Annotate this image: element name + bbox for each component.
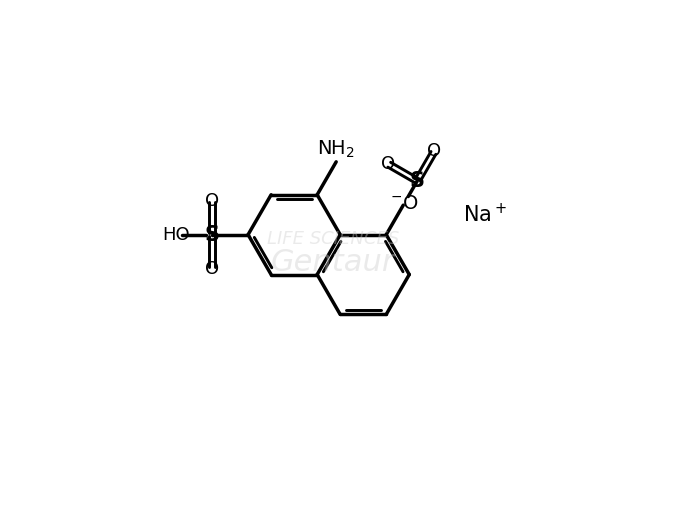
Text: S: S bbox=[410, 171, 425, 191]
Text: S: S bbox=[205, 225, 219, 244]
Text: Na$^+$: Na$^+$ bbox=[463, 203, 507, 226]
Text: $^{-}$O: $^{-}$O bbox=[390, 194, 418, 213]
Text: LIFE SCIENCES: LIFE SCIENCES bbox=[267, 229, 399, 248]
Text: NH$_2$: NH$_2$ bbox=[317, 139, 355, 160]
Text: O: O bbox=[381, 155, 395, 173]
Text: O: O bbox=[427, 142, 441, 161]
Text: HO: HO bbox=[162, 226, 190, 244]
Text: O: O bbox=[205, 259, 219, 278]
Text: Gentaur: Gentaur bbox=[271, 248, 395, 277]
Text: O: O bbox=[205, 191, 219, 210]
